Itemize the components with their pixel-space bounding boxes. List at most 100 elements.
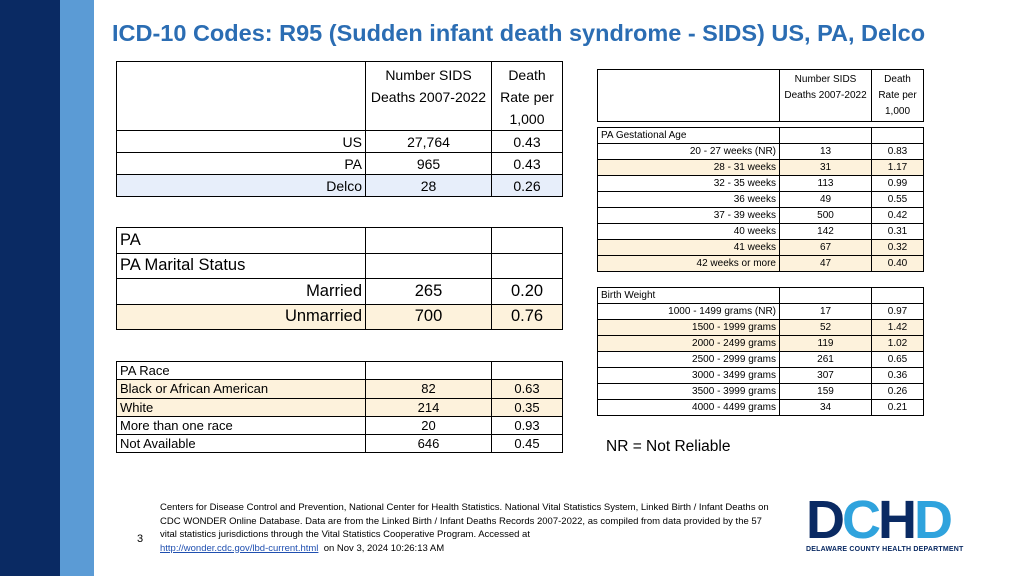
table-row: 20 - 27 weeks (NR) 13 0.83 <box>597 143 924 160</box>
header-rate-line1: Death <box>884 74 911 85</box>
row-label: Married <box>116 278 366 305</box>
row-rate: 0.45 <box>491 434 563 454</box>
row-label: 40 weeks <box>597 223 780 240</box>
table-row-highlighted: 42 weeks or more 47 0.40 <box>597 255 924 272</box>
race-table: PA Race Black or African American 82 0.6… <box>116 360 563 454</box>
row-deaths: 500 <box>779 207 872 224</box>
table-row: 37 - 39 weeks 500 0.42 <box>597 207 924 224</box>
row-label: 36 weeks <box>597 191 780 208</box>
table-row: 40 weeks 142 0.31 <box>597 223 924 240</box>
logo-letters: DCHD <box>806 493 958 547</box>
empty-cell <box>365 252 492 279</box>
table-row: 3500 - 3999 grams 159 0.26 <box>597 383 924 400</box>
logo-subtitle: DELAWARE COUNTY HEALTH DEPARTMENT <box>806 546 964 553</box>
row-rate: 0.83 <box>871 143 924 160</box>
row-label: 28 - 31 weeks <box>597 159 780 176</box>
row-rate: 0.21 <box>871 399 924 416</box>
row-rate: 0.55 <box>871 191 924 208</box>
row-label: 32 - 35 weeks <box>597 175 780 192</box>
row-deaths: 52 <box>779 319 872 336</box>
table-row: Not Available 646 0.45 <box>116 434 563 454</box>
row-rate: 0.40 <box>871 255 924 272</box>
row-rate: 0.65 <box>871 351 924 368</box>
citation-link[interactable]: http://wonder.cdc.gov/lbd-current.html <box>160 542 319 554</box>
empty-cell <box>871 127 924 144</box>
row-deaths: 17 <box>779 303 872 320</box>
row-deaths: 214 <box>365 397 492 417</box>
row-rate: 0.36 <box>871 367 924 384</box>
table-row-highlighted: Black or African American 82 0.63 <box>116 379 563 399</box>
table-row: 4000 - 4499 grams 34 0.21 <box>597 399 924 416</box>
header-rate-cell: Death Rate per 1,000 <box>871 69 924 122</box>
row-rate: 0.43 <box>491 152 563 175</box>
header-blank-cell <box>116 61 366 131</box>
table-row: PA 965 0.43 <box>116 152 563 175</box>
row-deaths: 28 <box>365 174 492 197</box>
row-rate: 0.31 <box>871 223 924 240</box>
right-header-table: Number SIDS Deaths 2007-2022 Death Rate … <box>597 69 924 122</box>
row-rate: 0.63 <box>491 379 563 399</box>
row-deaths: 700 <box>365 303 492 330</box>
row-deaths: 113 <box>779 175 872 192</box>
row-deaths: 965 <box>365 152 492 175</box>
row-label: 3500 - 3999 grams <box>597 383 780 400</box>
row-label: 41 weeks <box>597 239 780 256</box>
row-label: 37 - 39 weeks <box>597 207 780 224</box>
row-rate: 0.99 <box>871 175 924 192</box>
row-rate: 0.26 <box>491 174 563 197</box>
table-row-highlighted: 2000 - 2499 grams 119 1.02 <box>597 335 924 352</box>
birth-weight-table: Birth Weight 1000 - 1499 grams (NR) 17 0… <box>597 287 924 416</box>
slide-title: ICD-10 Codes: R95 (Sudden infant death s… <box>112 20 926 46</box>
table-row: 36 weeks 49 0.55 <box>597 191 924 208</box>
header-deaths-line1: Number SIDS <box>385 67 472 83</box>
row-rate: 1.02 <box>871 335 924 352</box>
table-row-highlighted: White 214 0.35 <box>116 397 563 417</box>
empty-cell <box>779 127 872 144</box>
table-row-highlighted: 41 weeks 67 0.32 <box>597 239 924 256</box>
row-deaths: 20 <box>365 415 492 436</box>
marital-status-table: PA PA Marital Status Married 265 0.20 Un… <box>116 227 563 330</box>
dchd-logo: DCHD DELAWARE COUNTY HEALTH DEPARTMENT <box>806 493 963 558</box>
header-rate-line3: 1,000 <box>884 106 911 117</box>
table-row: PA Gestational Age <box>597 127 924 144</box>
logo-letter-3: H <box>878 490 917 550</box>
header-deaths-line1: Number SIDS <box>794 74 857 85</box>
header-deaths-line2: Deaths 2007-2022 <box>784 90 867 101</box>
table-row: PA <box>116 227 563 254</box>
row-rate: 0.20 <box>491 278 563 305</box>
table-row: US 27,764 0.43 <box>116 130 563 153</box>
row-deaths: 67 <box>779 239 872 256</box>
row-label: White <box>116 397 366 417</box>
table-row-highlighted: Delco 28 0.26 <box>116 174 563 197</box>
header-rate-line2: Rate per <box>878 90 917 101</box>
header-deaths-cell: Number SIDS Deaths 2007-2022 <box>365 61 492 131</box>
source-citation: Centers for Disease Control and Preventi… <box>160 501 780 555</box>
row-label: PA Marital Status <box>116 252 366 279</box>
row-rate: 0.76 <box>491 303 563 330</box>
row-deaths: 27,764 <box>365 130 492 153</box>
row-label: Not Available <box>116 434 366 454</box>
row-rate: 0.93 <box>491 415 563 436</box>
row-label: 4000 - 4499 grams <box>597 399 780 416</box>
empty-cell <box>779 287 872 304</box>
table-row: 32 - 35 weeks 113 0.99 <box>597 175 924 192</box>
header-rate-cell: Death Rate per 1,000 <box>491 61 563 131</box>
page-number: 3 <box>137 533 144 545</box>
empty-cell <box>871 287 924 304</box>
row-label: PA Race <box>116 360 366 381</box>
summary-table: Number SIDS Deaths 2007-2022 Death Rate … <box>116 61 563 197</box>
empty-cell <box>365 227 492 254</box>
table-row-highlighted: 28 - 31 weeks 31 1.17 <box>597 159 924 176</box>
row-deaths: 159 <box>779 383 872 400</box>
gestational-age-table: PA Gestational Age 20 - 27 weeks (NR) 13… <box>597 127 924 272</box>
table-row: More than one race 20 0.93 <box>116 415 563 436</box>
row-deaths: 13 <box>779 143 872 160</box>
table-header-row: Number SIDS Deaths 2007-2022 Death Rate … <box>597 69 924 122</box>
row-deaths: 307 <box>779 367 872 384</box>
table-row: PA Marital Status <box>116 252 563 279</box>
logo-letter-4: D <box>914 490 953 550</box>
empty-cell <box>491 227 563 254</box>
empty-cell <box>365 360 492 381</box>
table-row: Married 265 0.20 <box>116 278 563 305</box>
not-reliable-note: NR = Not Reliable <box>606 438 731 455</box>
